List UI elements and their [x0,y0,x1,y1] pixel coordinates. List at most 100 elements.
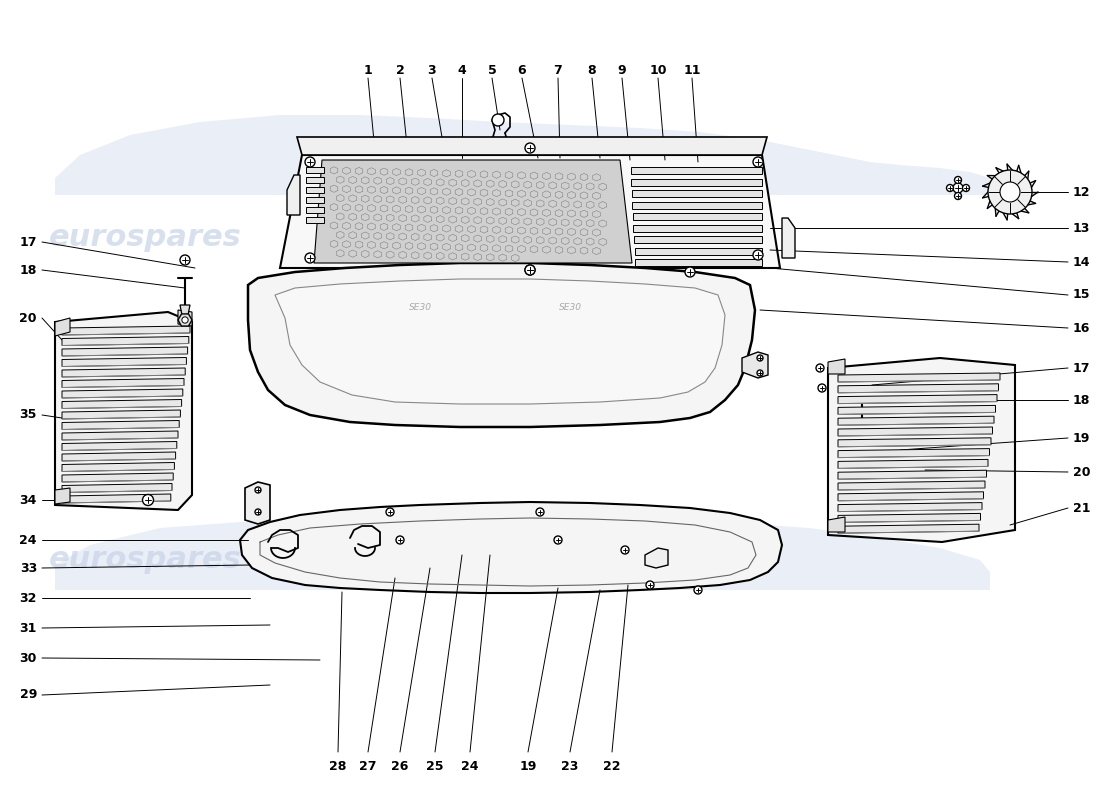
Polygon shape [630,167,762,174]
Polygon shape [838,502,982,512]
Text: 30: 30 [20,651,37,665]
Polygon shape [62,410,180,419]
Polygon shape [838,470,987,479]
Text: 20: 20 [20,311,37,325]
Polygon shape [287,175,300,215]
Polygon shape [838,524,979,534]
Text: 17: 17 [20,235,37,249]
Polygon shape [62,389,183,398]
Text: 26: 26 [392,760,409,773]
Text: eurospares: eurospares [48,546,241,574]
Text: 24: 24 [461,760,478,773]
Polygon shape [838,373,1000,382]
Circle shape [646,581,654,589]
Polygon shape [62,462,175,471]
Text: 12: 12 [1072,186,1090,198]
Text: SE30: SE30 [559,303,582,313]
Polygon shape [178,310,192,326]
Polygon shape [306,197,324,203]
Polygon shape [838,416,994,426]
Polygon shape [782,218,795,258]
Text: SE30: SE30 [408,303,431,313]
Text: 27: 27 [360,760,376,773]
Polygon shape [631,190,762,197]
Polygon shape [838,394,997,403]
Text: 6: 6 [518,63,526,77]
Polygon shape [838,492,983,501]
Polygon shape [838,459,988,468]
Polygon shape [632,202,762,209]
Polygon shape [632,213,762,220]
Polygon shape [306,187,324,193]
Text: 16: 16 [1072,322,1090,334]
Text: 1: 1 [364,63,373,77]
Polygon shape [62,378,184,387]
Text: 22: 22 [603,760,620,773]
Polygon shape [62,347,188,356]
Polygon shape [634,236,762,243]
Text: 9: 9 [618,63,626,77]
Polygon shape [314,160,632,263]
Text: 35: 35 [20,409,37,422]
Polygon shape [62,483,172,493]
Circle shape [955,193,961,199]
Polygon shape [838,481,984,490]
Text: 23: 23 [561,760,579,773]
Polygon shape [306,177,324,183]
Text: 7: 7 [553,63,562,77]
Circle shape [816,364,824,372]
Text: 14: 14 [1072,255,1090,269]
Polygon shape [62,358,186,366]
Polygon shape [62,452,176,461]
Text: eurospares: eurospares [48,223,241,253]
Polygon shape [306,167,324,173]
Circle shape [255,487,261,493]
Polygon shape [55,518,990,590]
Polygon shape [62,473,173,482]
Circle shape [757,370,763,376]
Polygon shape [62,442,177,450]
Text: 4: 4 [458,63,466,77]
Circle shape [621,546,629,554]
Polygon shape [828,517,845,532]
Polygon shape [828,359,845,374]
Polygon shape [55,318,70,336]
Polygon shape [635,259,762,266]
Polygon shape [62,337,189,346]
Polygon shape [634,225,762,231]
Text: eurospares: eurospares [474,223,667,253]
Circle shape [305,253,315,263]
Circle shape [1000,182,1020,202]
Polygon shape [306,207,324,213]
Circle shape [685,267,695,277]
Text: 18: 18 [20,263,37,277]
Circle shape [525,265,535,275]
Polygon shape [62,421,179,430]
Polygon shape [635,247,762,254]
Circle shape [554,536,562,544]
Text: 3: 3 [428,63,437,77]
Polygon shape [62,368,185,377]
Polygon shape [297,137,767,155]
Text: 17: 17 [1072,362,1090,374]
Text: 29: 29 [20,689,37,702]
Polygon shape [838,406,996,414]
Circle shape [525,143,535,153]
Circle shape [396,536,404,544]
Circle shape [962,185,969,191]
Text: 21: 21 [1072,502,1090,514]
Polygon shape [248,263,755,427]
Circle shape [818,384,826,392]
Circle shape [386,508,394,516]
Polygon shape [306,217,324,223]
Circle shape [492,114,504,126]
Circle shape [255,509,261,515]
Polygon shape [240,502,782,593]
Text: 32: 32 [20,591,37,605]
Polygon shape [838,384,999,393]
Circle shape [305,157,315,167]
Polygon shape [838,449,990,458]
Text: 15: 15 [1072,289,1090,302]
Polygon shape [631,178,762,186]
Polygon shape [838,438,991,446]
